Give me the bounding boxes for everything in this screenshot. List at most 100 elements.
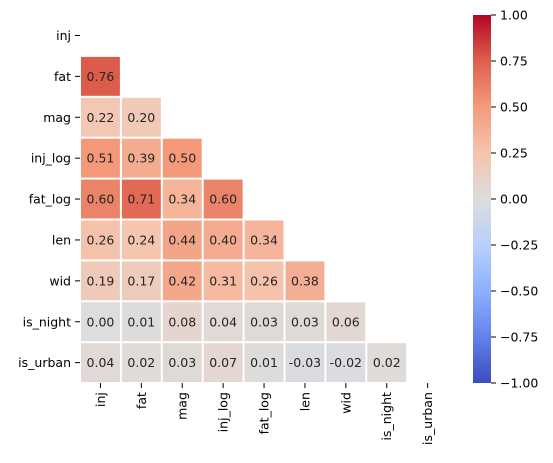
cell-value-label: 0.20: [127, 110, 155, 125]
colorbar: 1.00 0.75 0.50 0.25 0.00 −0.25 −0.50 −0.75 −1.00: [473, 8, 538, 391]
heatmap-cell-fat_log-fat: [121, 179, 161, 219]
heatmap-cell-is_night-inj: [81, 302, 120, 342]
heatmap-annotations: 0.76 0.22 0.20 0.51 0.39 0.50 0.60 0.71 0.34 0.60…: [87, 69, 401, 370]
cell-value-label: 0.34: [168, 192, 196, 207]
heatmap-cell-wid-inj: [81, 261, 120, 301]
x-tick-label-is_night: is_night: [379, 392, 394, 440]
heatmap-cell-mag-inj: [81, 97, 120, 137]
heatmap-cell-is_night-mag: [162, 302, 202, 342]
cell-value-label: 0.02: [127, 355, 155, 370]
heatmap-cell-fat-inj: [81, 56, 120, 96]
colorbar-tick-label: 0.00: [500, 192, 528, 207]
cell-value-label: 0.01: [250, 355, 278, 370]
colorbar-tick-label: 0.50: [500, 100, 528, 115]
heatmap-cell-is_urban-is_night: [367, 343, 407, 383]
colorbar-tick-label: 0.75: [500, 54, 528, 69]
cell-value-label: 0.22: [87, 110, 115, 125]
heatmap-cell-wid-fat_log: [244, 261, 284, 301]
x-tick-label-wid: wid: [338, 392, 353, 414]
cell-value-label: 0.38: [291, 273, 319, 288]
cell-value-label: 0.17: [127, 273, 155, 288]
cell-value-label: 0.31: [209, 273, 237, 288]
y-tick-label-mag: mag: [43, 110, 71, 125]
heatmap-cell-inj_log-fat: [121, 138, 161, 178]
heatmap-cell-wid-fat: [121, 261, 161, 301]
y-tick-label-inj_log: inj_log: [31, 151, 71, 166]
heatmap-cells: [81, 56, 407, 383]
heatmap-cell-is_urban-len: [285, 343, 325, 383]
heatmap-cell-wid-len: [285, 261, 325, 301]
cell-value-label: 0.26: [250, 273, 278, 288]
x-tick-label-fat: fat: [134, 392, 149, 409]
cell-value-label: 0.08: [168, 314, 196, 329]
cell-value-label: 0.03: [291, 314, 319, 329]
colorbar-tick-label: 1.00: [500, 8, 528, 23]
cell-value-label: 0.76: [87, 69, 115, 84]
x-tick-label-len: len: [297, 392, 312, 411]
cell-value-label: 0.50: [168, 151, 196, 166]
heatmap-cell-fat_log-mag: [162, 179, 202, 219]
heatmap-cell-is_urban-inj_log: [203, 343, 243, 383]
heatmap-cell-len-mag: [162, 220, 202, 260]
cell-value-label: 0.51: [87, 151, 115, 166]
heatmap-cell-fat_log-inj: [81, 179, 120, 219]
y-tick-label-fat_log: fat_log: [29, 192, 71, 207]
heatmap-cell-len-fat: [121, 220, 161, 260]
cell-value-label: 0.00: [87, 314, 115, 329]
heatmap-cell-is_night-len: [285, 302, 325, 342]
heatmap-cell-is_urban-wid: [326, 343, 366, 383]
x-tick-label-inj_log: inj_log: [216, 392, 231, 432]
colorbar-tick-label: −0.25: [500, 238, 538, 253]
colorbar-tick-label: 0.25: [500, 146, 528, 161]
cell-value-label: 0.24: [127, 232, 155, 247]
heatmap-cell-inj_log-mag: [162, 138, 202, 178]
x-tick-label-is_urban: is_urban: [420, 392, 435, 445]
cell-value-label: -0.03: [289, 355, 321, 370]
heatmap-cell-is_urban-mag: [162, 343, 202, 383]
cell-value-label: 0.02: [373, 355, 401, 370]
heatmap-cell-wid-mag: [162, 261, 202, 301]
y-tick-label-wid: wid: [49, 273, 71, 288]
y-tick-label-inj: inj: [56, 28, 71, 43]
heatmap-cell-len-fat_log: [244, 220, 284, 260]
y-tick-label-is_night: is_night: [23, 314, 71, 329]
cell-value-label: 0.01: [127, 314, 155, 329]
cell-value-label: 0.03: [250, 314, 278, 329]
cell-value-label: 0.42: [168, 273, 196, 288]
cell-value-label: 0.39: [127, 151, 155, 166]
cell-value-label: 0.19: [87, 273, 115, 288]
cell-value-label: 0.04: [87, 355, 115, 370]
cell-value-label: 0.60: [87, 192, 115, 207]
cell-value-label: 0.40: [209, 232, 237, 247]
heatmap-cell-inj_log-inj: [81, 138, 120, 178]
heatmap-cell-fat_log-inj_log: [203, 179, 243, 219]
heatmap-cell-len-inj_log: [203, 220, 243, 260]
y-tick-label-len: len: [52, 232, 71, 247]
cell-value-label: 0.26: [87, 232, 115, 247]
cell-value-label: 0.34: [250, 232, 278, 247]
heatmap-cell-is_night-fat: [121, 302, 161, 342]
x-tick-label-inj: inj: [93, 392, 108, 407]
cell-value-label: 0.04: [209, 314, 237, 329]
heatmap-cell-is_urban-fat: [121, 343, 161, 383]
cell-value-label: 0.03: [168, 355, 196, 370]
colorbar-tick-label: −1.00: [500, 376, 538, 391]
cell-value-label: -0.02: [330, 355, 362, 370]
colorbar-tick-label: −0.50: [500, 284, 538, 299]
cell-value-label: 0.06: [332, 314, 360, 329]
heatmap-cell-wid-inj_log: [203, 261, 243, 301]
heatmap-cell-mag-fat: [121, 97, 161, 137]
y-tick-label-is_urban: is_urban: [18, 355, 71, 370]
heatmap-cell-is_night-fat_log: [244, 302, 284, 342]
heatmap-cell-len-inj: [81, 220, 120, 260]
x-tick-label-fat_log: fat_log: [257, 392, 272, 434]
colorbar-tick-label: −0.75: [500, 330, 538, 345]
cell-value-label: 0.44: [168, 232, 196, 247]
cell-value-label: 0.07: [209, 355, 237, 370]
cell-value-label: 0.71: [127, 192, 155, 207]
cell-value-label: 0.60: [209, 192, 237, 207]
heatmap-cell-is_urban-inj: [81, 343, 120, 383]
x-tick-label-mag: mag: [175, 392, 190, 420]
